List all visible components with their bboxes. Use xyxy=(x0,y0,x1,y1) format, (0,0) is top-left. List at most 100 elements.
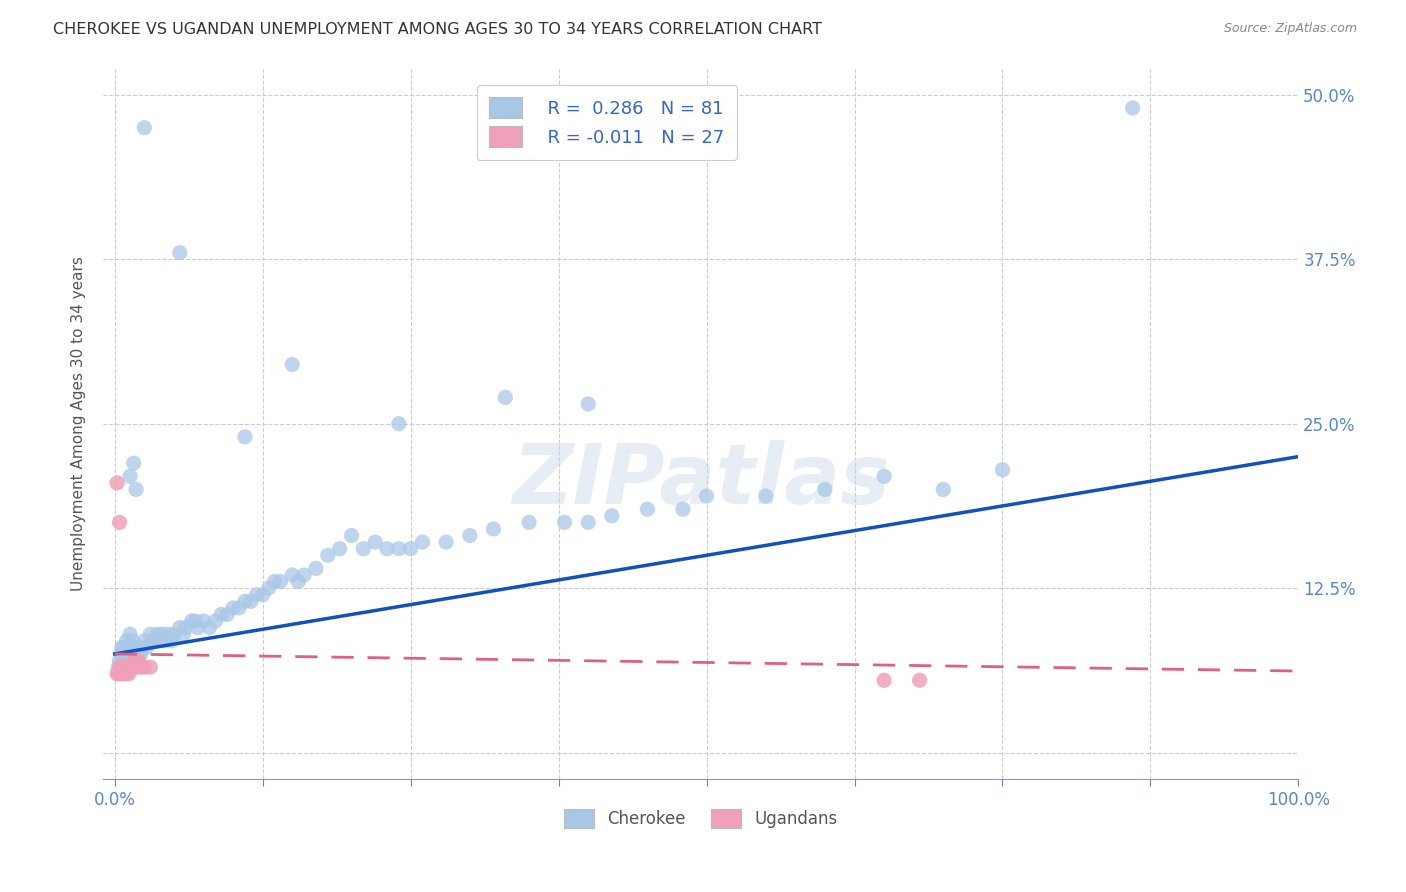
Point xyxy=(115,633,138,648)
Point xyxy=(388,417,411,431)
Point xyxy=(228,600,250,615)
Point xyxy=(112,640,135,655)
Point xyxy=(458,528,481,542)
Point xyxy=(257,581,280,595)
Point xyxy=(120,640,142,655)
Point xyxy=(120,660,142,674)
Point xyxy=(125,660,148,674)
Point xyxy=(120,627,142,641)
Point xyxy=(174,621,197,635)
Point xyxy=(122,456,145,470)
Point xyxy=(180,614,202,628)
Point xyxy=(125,640,148,655)
Point xyxy=(139,627,162,641)
Point xyxy=(672,502,695,516)
Point xyxy=(388,541,411,556)
Point xyxy=(494,391,516,405)
Point xyxy=(135,640,157,655)
Point xyxy=(233,594,256,608)
Text: Source: ZipAtlas.com: Source: ZipAtlas.com xyxy=(1223,22,1357,36)
Point xyxy=(160,633,183,648)
Point xyxy=(329,541,352,556)
Point xyxy=(108,516,131,530)
Point xyxy=(554,516,576,530)
Point xyxy=(340,528,363,542)
Point xyxy=(873,469,896,483)
Point xyxy=(150,627,173,641)
Point xyxy=(112,660,135,674)
Point xyxy=(149,633,172,648)
Point xyxy=(122,653,145,667)
Point xyxy=(222,600,245,615)
Point xyxy=(120,660,142,674)
Point xyxy=(932,483,955,497)
Point xyxy=(115,660,138,674)
Point xyxy=(111,666,134,681)
Point xyxy=(107,660,129,674)
Text: CHEROKEE VS UGANDAN UNEMPLOYMENT AMONG AGES 30 TO 34 YEARS CORRELATION CHART: CHEROKEE VS UGANDAN UNEMPLOYMENT AMONG A… xyxy=(53,22,823,37)
Point xyxy=(112,660,135,674)
Point xyxy=(204,614,226,628)
Point xyxy=(814,483,837,497)
Point xyxy=(153,633,176,648)
Point xyxy=(696,489,718,503)
Point xyxy=(110,666,132,681)
Point xyxy=(142,633,165,648)
Text: ZIPatlas: ZIPatlas xyxy=(512,440,890,521)
Point xyxy=(1122,101,1144,115)
Point xyxy=(305,561,328,575)
Point xyxy=(375,541,398,556)
Point xyxy=(110,647,132,661)
Y-axis label: Unemployment Among Ages 30 to 34 years: Unemployment Among Ages 30 to 34 years xyxy=(72,256,86,591)
Point xyxy=(108,660,131,674)
Point xyxy=(184,614,207,628)
Point xyxy=(127,647,149,661)
Point xyxy=(124,647,146,661)
Point xyxy=(263,574,285,589)
Point xyxy=(124,660,146,674)
Point xyxy=(198,621,221,635)
Point xyxy=(134,120,156,135)
Point xyxy=(908,673,931,688)
Point xyxy=(187,621,209,635)
Point xyxy=(576,397,599,411)
Point xyxy=(873,673,896,688)
Point xyxy=(169,621,191,635)
Point xyxy=(156,627,179,641)
Point xyxy=(991,463,1014,477)
Point xyxy=(107,666,129,681)
Point xyxy=(121,660,143,674)
Point xyxy=(287,574,309,589)
Point xyxy=(132,640,155,655)
Point xyxy=(105,666,128,681)
Point xyxy=(134,633,156,648)
Point xyxy=(169,245,191,260)
Point xyxy=(111,660,134,674)
Point xyxy=(239,594,262,608)
Point xyxy=(117,660,139,674)
Point xyxy=(112,666,135,681)
Point xyxy=(108,653,131,667)
Point xyxy=(112,647,135,661)
Point xyxy=(120,469,142,483)
Point xyxy=(121,633,143,648)
Point xyxy=(112,666,135,681)
Point xyxy=(122,647,145,661)
Point xyxy=(172,627,194,641)
Point xyxy=(399,541,422,556)
Point xyxy=(600,508,623,523)
Point xyxy=(143,633,166,648)
Point xyxy=(576,516,599,530)
Point xyxy=(281,568,304,582)
Point xyxy=(118,666,141,681)
Point xyxy=(217,607,239,622)
Point xyxy=(114,660,136,674)
Point xyxy=(755,489,778,503)
Point xyxy=(352,541,374,556)
Point xyxy=(411,535,433,549)
Point xyxy=(163,627,186,641)
Point xyxy=(281,358,304,372)
Point xyxy=(517,516,540,530)
Point xyxy=(111,640,134,655)
Point xyxy=(434,535,457,549)
